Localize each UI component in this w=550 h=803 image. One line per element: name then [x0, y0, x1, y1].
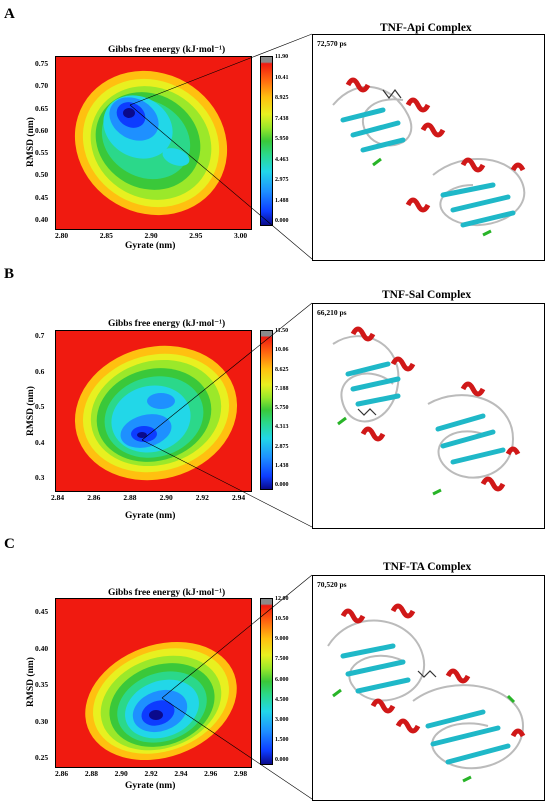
fel-heatmap — [55, 330, 252, 492]
colorbar-tick-label: 11.90 — [275, 54, 289, 60]
fel-title: Gibbs free energy (kJ·mol⁻¹) — [108, 319, 226, 329]
y-tick-label: 0.4 — [35, 437, 45, 447]
y-tick-label: 0.40 — [35, 215, 49, 224]
structure-box: 70,520 ps — [312, 575, 545, 801]
colorbar-tick-label: 4.313 — [275, 424, 289, 431]
y-tick-label: 0.35 — [35, 680, 49, 689]
panel-letter: B — [4, 266, 15, 282]
colorbar-tick-label: 10.41 — [275, 74, 289, 81]
colorbar-tick-label: 0.000 — [275, 757, 289, 763]
y-tick-label: 0.70 — [35, 81, 49, 91]
y-tick-label: 0.30 — [35, 716, 49, 726]
colorbar-tick-label: 8.625 — [275, 366, 289, 373]
colorbar-tick-label: 0.000 — [275, 482, 289, 488]
colorbar-tick-label: 1.500 — [275, 736, 289, 743]
time-label: 72,570 ps — [317, 39, 347, 48]
complex-title: TNF-Sal Complex — [382, 289, 472, 301]
complex-title: TNF-Api Complex — [380, 22, 472, 34]
y-tick-label: 0.7 — [35, 331, 45, 340]
y-tick-label: 0.40 — [35, 643, 49, 653]
protein-structure-image — [332, 77, 526, 237]
complex-title: TNF-TA Complex — [383, 561, 472, 573]
colorbar-tick-label: 2.975 — [275, 177, 289, 183]
fel-heatmap — [55, 598, 252, 768]
colorbar-tick-label: 4.500 — [275, 696, 289, 703]
x-axis-label: Gyrate (nm) — [125, 241, 176, 251]
colorbar-tick-label: 5.750 — [275, 405, 289, 411]
x-tick-label: 3.00 — [234, 231, 248, 240]
structure-box: 66,210 ps — [312, 303, 545, 529]
colorbar — [260, 598, 273, 765]
x-tick-label: 2.86 — [87, 493, 101, 502]
colorbar-tick-label: 6.000 — [275, 676, 289, 683]
x-tick-label: 2.94 — [232, 493, 246, 502]
x-axis-label: Gyrate (nm) — [125, 511, 176, 521]
colorbar-tick-label: 12.00 — [275, 596, 289, 602]
x-tick-label: 2.86 — [55, 769, 69, 778]
x-tick-label: 2.88 — [84, 769, 98, 778]
x-tick-label: 2.98 — [234, 769, 248, 778]
colorbar — [260, 56, 273, 226]
protein-structure-image — [332, 326, 521, 496]
colorbar-tick-label: 11.50 — [275, 328, 289, 334]
x-axis-label: Gyrate (nm) — [125, 781, 176, 791]
fel-contours — [85, 642, 237, 760]
colorbar — [260, 330, 273, 490]
y-tick-label: 0.65 — [35, 103, 49, 113]
x-tick-label: 2.94 — [174, 769, 188, 778]
colorbar-tick-label: 1.438 — [275, 462, 289, 469]
fel-contours — [74, 70, 228, 216]
colorbar-tick-label: 4.463 — [275, 156, 289, 163]
colorbar-tick-label: 8.925 — [275, 95, 289, 101]
y-tick-label: 0.5 — [35, 402, 45, 411]
colorbar-tick-label: 7.188 — [275, 385, 289, 392]
x-tick-label: 2.85 — [99, 231, 113, 240]
y-tick-label: 0.55 — [35, 148, 49, 158]
time-label: 70,520 ps — [317, 580, 347, 589]
x-tick-label: 2.95 — [189, 231, 203, 240]
x-tick-label: 2.90 — [114, 769, 128, 778]
fel-title: Gibbs free energy (kJ·mol⁻¹) — [108, 588, 226, 598]
x-tick-label: 2.96 — [204, 769, 218, 778]
panel-letter: C — [4, 536, 15, 552]
x-tick-label: 2.90 — [144, 231, 158, 240]
y-tick-label: 0.50 — [35, 170, 49, 180]
fel-title: Gibbs free energy (kJ·mol⁻¹) — [108, 45, 226, 55]
colorbar-tick-label: 9.000 — [275, 636, 289, 643]
x-tick-label: 2.92 — [195, 493, 209, 502]
x-tick-label: 2.88 — [123, 493, 137, 502]
y-tick-label: 0.3 — [35, 473, 45, 482]
colorbar-tick-label: 7.500 — [275, 656, 289, 663]
x-tick-label: 2.92 — [144, 769, 158, 778]
colorbar-tick-label: 10.06 — [275, 347, 289, 354]
y-tick-label: 0.45 — [35, 607, 49, 616]
x-tick-label: 2.80 — [55, 231, 69, 240]
y-tick-label: 0.45 — [35, 192, 49, 202]
y-tick-label: 0.25 — [35, 753, 49, 762]
colorbar-tick-label: 5.950 — [275, 136, 289, 142]
panel-letter: A — [4, 6, 15, 22]
structure-box: 72,570 ps — [312, 34, 545, 261]
colorbar-tick-label: 2.875 — [275, 443, 289, 450]
x-tick-label: 2.84 — [51, 493, 65, 502]
time-label: 66,210 ps — [317, 308, 347, 317]
colorbar-tick-label: 0.000 — [275, 218, 289, 224]
x-tick-label: 2.90 — [159, 493, 173, 502]
fel-heatmap — [55, 56, 252, 230]
protein-structure-image — [327, 603, 526, 783]
y-tick-label: 0.60 — [35, 125, 49, 135]
colorbar-tick-label: 3.000 — [275, 716, 289, 723]
colorbar-tick-label: 10.50 — [275, 616, 289, 623]
colorbar-tick-label: 7.438 — [275, 115, 289, 122]
fel-contours — [74, 345, 238, 481]
y-tick-label: 0.75 — [35, 59, 49, 68]
y-tick-label: 0.6 — [35, 366, 45, 376]
colorbar-tick-label: 1.488 — [275, 197, 289, 204]
